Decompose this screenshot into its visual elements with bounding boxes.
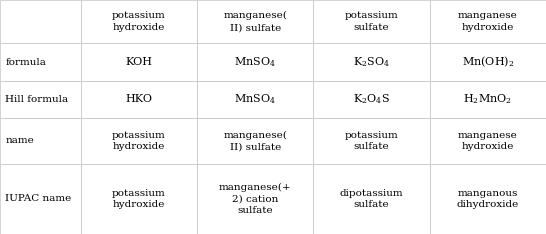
Bar: [81, 81, 197, 118]
Bar: [81, 43, 197, 81]
Bar: [430, 43, 546, 81]
Text: potassium
hydroxide: potassium hydroxide: [112, 131, 166, 151]
Bar: [430, 118, 546, 164]
Bar: [0, 0, 81, 43]
Text: $\mathregular{MnSO_{4}}$: $\mathregular{MnSO_{4}}$: [234, 55, 276, 69]
Bar: [0, 43, 81, 81]
Text: KOH: KOH: [126, 57, 152, 67]
Text: manganous
dihydroxide: manganous dihydroxide: [456, 189, 519, 209]
Text: name: name: [5, 136, 34, 146]
Bar: [0, 164, 81, 234]
Text: HKO: HKO: [126, 95, 152, 104]
Text: potassium
hydroxide: potassium hydroxide: [112, 189, 166, 209]
Bar: [313, 164, 430, 234]
Text: manganese(+
2) cation
sulfate: manganese(+ 2) cation sulfate: [219, 183, 292, 215]
Bar: [313, 81, 430, 118]
Bar: [430, 0, 546, 43]
Text: formula: formula: [5, 58, 46, 66]
Bar: [81, 164, 197, 234]
Bar: [313, 43, 430, 81]
Text: manganese(
II) sulfate: manganese( II) sulfate: [223, 11, 287, 32]
Text: potassium
sulfate: potassium sulfate: [345, 131, 399, 151]
Bar: [197, 0, 313, 43]
Bar: [430, 81, 546, 118]
Text: $\mathregular{Mn(OH)_{2}}$: $\mathregular{Mn(OH)_{2}}$: [462, 55, 514, 69]
Text: manganese
hydroxide: manganese hydroxide: [458, 11, 518, 32]
Bar: [197, 118, 313, 164]
Bar: [81, 0, 197, 43]
Bar: [313, 118, 430, 164]
Text: $\mathregular{H_{2}MnO_{2}}$: $\mathregular{H_{2}MnO_{2}}$: [464, 93, 512, 106]
Text: IUPAC name: IUPAC name: [5, 194, 72, 203]
Text: $\mathregular{K_{2}O_{4}S}$: $\mathregular{K_{2}O_{4}S}$: [353, 93, 390, 106]
Bar: [81, 118, 197, 164]
Bar: [197, 164, 313, 234]
Bar: [0, 118, 81, 164]
Text: $\mathregular{K_{2}SO_{4}}$: $\mathregular{K_{2}SO_{4}}$: [353, 55, 390, 69]
Bar: [197, 81, 313, 118]
Bar: [197, 43, 313, 81]
Text: manganese(
II) sulfate: manganese( II) sulfate: [223, 131, 287, 151]
Text: $\mathregular{MnSO_{4}}$: $\mathregular{MnSO_{4}}$: [234, 93, 276, 106]
Text: potassium
sulfate: potassium sulfate: [345, 11, 399, 32]
Text: Hill formula: Hill formula: [5, 95, 69, 104]
Bar: [430, 164, 546, 234]
Text: dipotassium
sulfate: dipotassium sulfate: [340, 189, 403, 209]
Bar: [313, 0, 430, 43]
Text: potassium
hydroxide: potassium hydroxide: [112, 11, 166, 32]
Bar: [0, 81, 81, 118]
Text: manganese
hydroxide: manganese hydroxide: [458, 131, 518, 151]
